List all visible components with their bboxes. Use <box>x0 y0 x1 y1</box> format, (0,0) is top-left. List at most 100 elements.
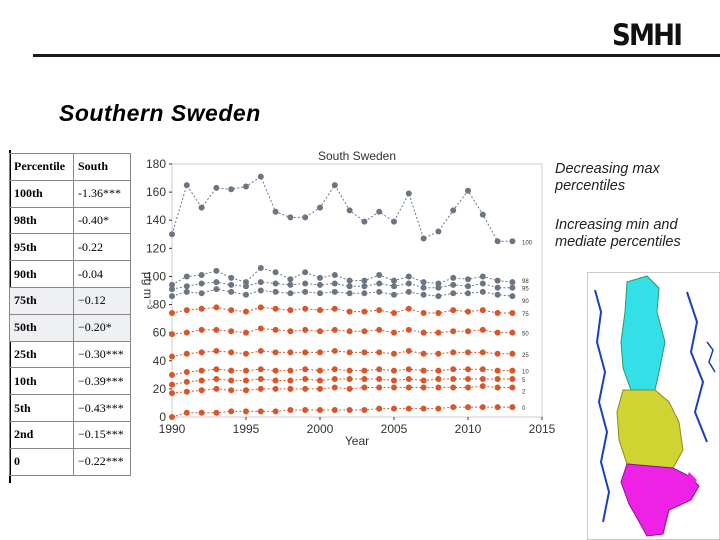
data-point-0 <box>391 405 397 412</box>
data-point-25 <box>376 349 383 356</box>
data-point-95 <box>346 283 353 290</box>
data-point-50 <box>183 329 190 336</box>
table-row: 2nd −0.15*** <box>9 420 131 449</box>
data-point-25 <box>302 349 309 356</box>
data-point-100 <box>494 238 501 245</box>
data-point-2 <box>169 390 175 397</box>
data-point-0 <box>450 404 457 411</box>
data-point-0 <box>213 409 220 416</box>
data-point-50 <box>494 329 501 336</box>
data-point-98 <box>509 279 516 286</box>
data-point-90 <box>509 293 516 300</box>
header-rule <box>33 54 720 57</box>
data-point-25 <box>257 347 264 354</box>
y-tick-label: 160 <box>146 185 166 199</box>
data-point-75 <box>257 304 264 311</box>
data-point-50 <box>287 328 294 335</box>
data-point-0 <box>405 405 412 412</box>
table-cell-south: −0.12 <box>73 286 131 315</box>
data-point-90 <box>243 291 249 298</box>
x-tick-label: 1990 <box>159 422 186 436</box>
data-point-50 <box>405 326 412 333</box>
data-point-75 <box>405 305 412 312</box>
data-point-50 <box>420 329 427 336</box>
data-point-95 <box>257 279 264 286</box>
table-cell-south: −0.43*** <box>73 394 131 422</box>
data-point-5 <box>465 376 471 383</box>
table-cell-percentile: 5th <box>9 394 74 422</box>
table-cell-percentile: 50th <box>9 313 74 342</box>
data-point-0 <box>302 406 309 413</box>
data-point-100 <box>376 208 383 215</box>
data-point-25 <box>450 349 457 356</box>
data-point-50 <box>376 326 383 333</box>
y-tick-label: 80 <box>153 298 167 312</box>
page-title: Southern Sweden <box>59 100 261 126</box>
data-point-0 <box>479 404 486 411</box>
table-cell-percentile: 25th <box>9 340 74 369</box>
data-point-25 <box>391 350 397 357</box>
data-point-0 <box>228 408 235 415</box>
data-point-100 <box>302 214 309 221</box>
data-point-90 <box>287 290 294 297</box>
data-point-2 <box>213 385 220 392</box>
data-point-50 <box>213 326 220 333</box>
data-point-0 <box>257 408 264 415</box>
data-point-5 <box>213 376 220 383</box>
data-point-10 <box>198 367 205 374</box>
data-point-98 <box>257 265 264 272</box>
data-point-2 <box>272 385 279 392</box>
table-row: 90th -0.04 <box>9 260 131 288</box>
data-point-50 <box>391 329 397 336</box>
data-point-98 <box>243 279 249 286</box>
data-point-100 <box>257 173 264 180</box>
table-cell-percentile: 10th <box>9 367 74 396</box>
series-line-100 <box>171 175 513 242</box>
data-point-95 <box>494 284 501 291</box>
data-point-90 <box>450 290 457 297</box>
data-point-0 <box>361 406 368 413</box>
data-point-25 <box>509 350 516 357</box>
data-point-0 <box>435 405 442 412</box>
data-point-75 <box>331 305 338 312</box>
data-point-75 <box>509 309 516 316</box>
data-point-2 <box>450 384 457 391</box>
data-point-75 <box>376 307 383 314</box>
data-point-2 <box>509 384 516 391</box>
data-point-0 <box>183 409 190 416</box>
data-point-2 <box>391 384 397 391</box>
data-point-10 <box>420 367 427 374</box>
data-point-0 <box>169 414 175 420</box>
series-label: 50 <box>522 332 529 338</box>
data-point-2 <box>435 384 442 391</box>
data-point-50 <box>479 326 486 333</box>
data-point-25 <box>435 350 442 357</box>
data-point-95 <box>243 283 249 290</box>
x-tick-label: 2010 <box>455 422 482 436</box>
data-point-90 <box>169 293 175 300</box>
data-point-90 <box>494 291 501 298</box>
data-point-2 <box>183 388 190 395</box>
data-point-100 <box>509 238 516 245</box>
data-point-50 <box>257 325 264 332</box>
data-point-0 <box>346 406 353 413</box>
data-point-90 <box>346 290 353 297</box>
table-header-south: South <box>73 153 131 181</box>
table-cell-south: -0.40* <box>73 206 131 235</box>
data-point-5 <box>272 377 279 384</box>
chart-title: South Sweden <box>318 149 396 163</box>
data-point-75 <box>183 307 190 314</box>
table-row: 10th −0.39*** <box>9 367 131 396</box>
data-point-10 <box>391 367 397 374</box>
data-point-2 <box>287 385 294 392</box>
data-point-50 <box>228 328 235 335</box>
series-label: 10 <box>522 370 529 376</box>
data-point-98 <box>391 277 397 284</box>
annotation-increasing: Increasing min and mediate percentiles <box>555 217 681 250</box>
data-point-2 <box>346 385 353 392</box>
data-point-95 <box>479 280 486 287</box>
data-point-98 <box>361 277 368 284</box>
southern-sweden-map <box>587 272 720 540</box>
data-point-50 <box>198 326 205 333</box>
data-point-5 <box>361 376 368 383</box>
